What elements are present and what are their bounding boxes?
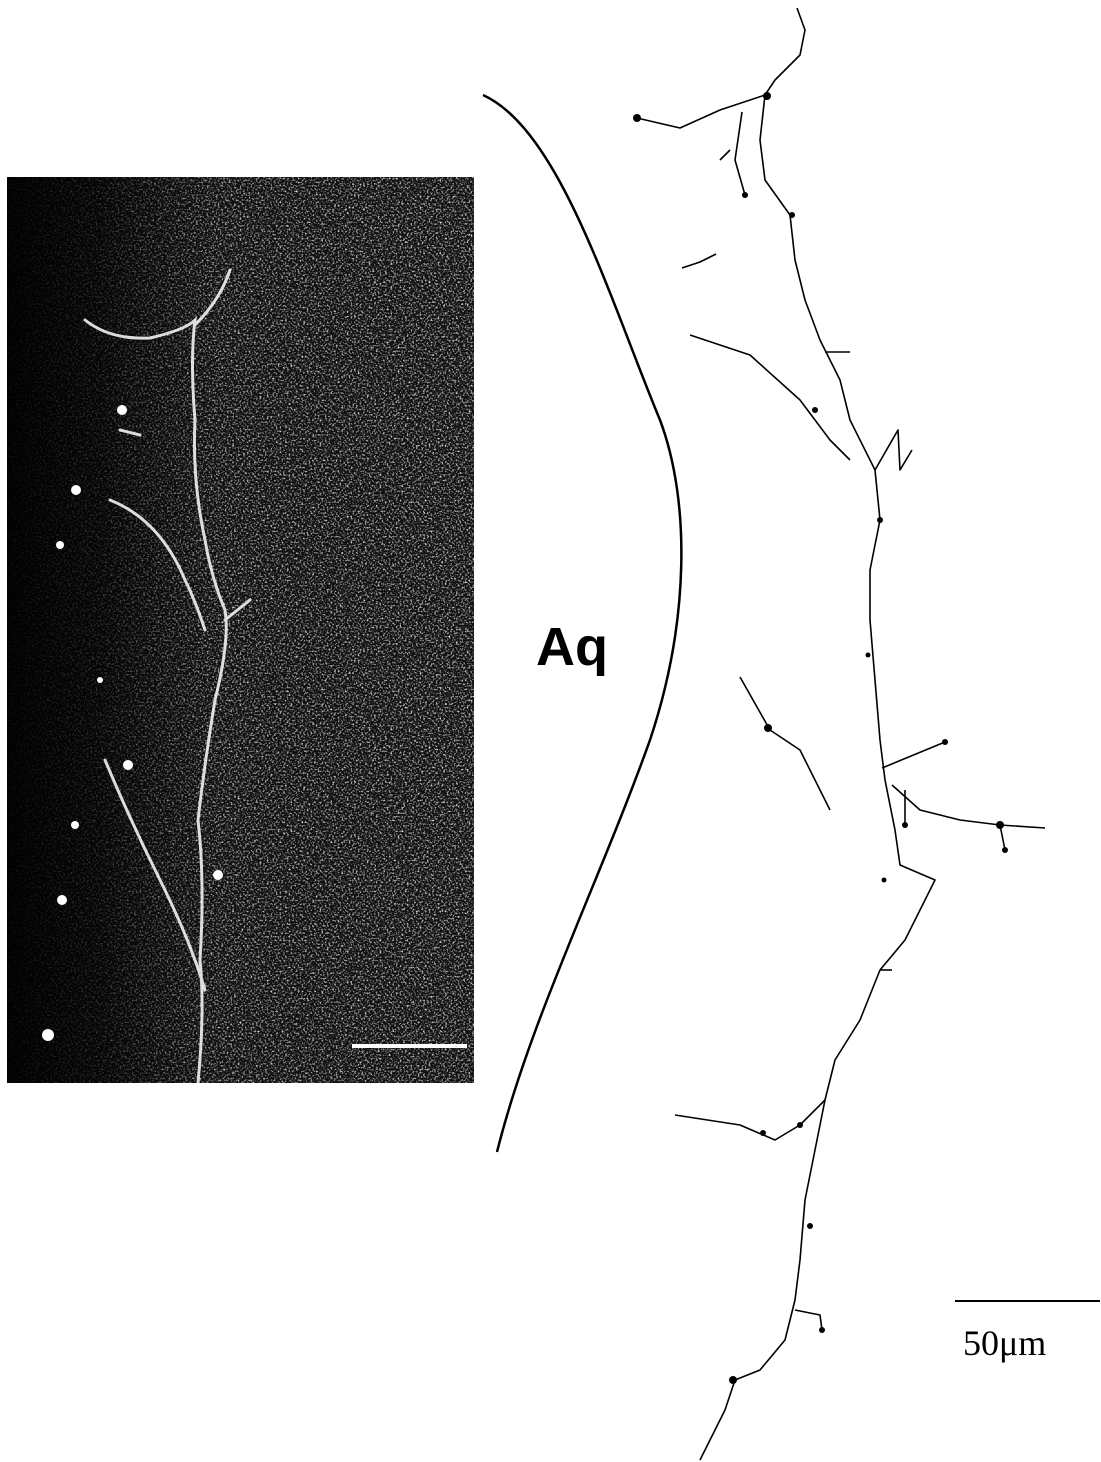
figure: Aq 50μm: [0, 0, 1101, 1462]
page: Aq 50μm (() => { const data = JSON.parse…: [0, 0, 1101, 1462]
micrograph: [7, 177, 474, 1083]
aqueduct-label: Aq: [536, 617, 608, 677]
neuron-tracing: [637, 8, 1045, 1460]
scale-label: 50μm: [963, 1323, 1046, 1363]
varicosities: [633, 92, 1008, 1384]
